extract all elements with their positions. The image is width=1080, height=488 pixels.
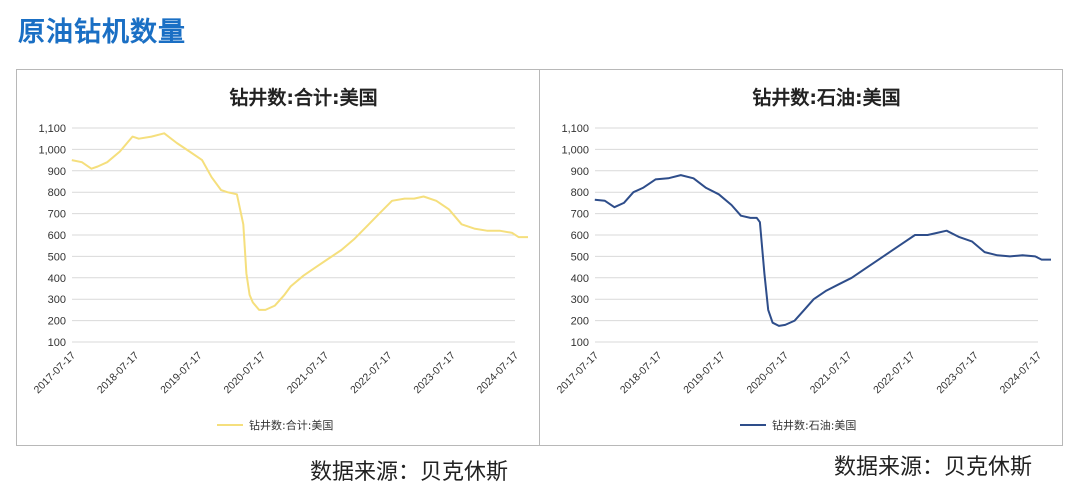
x-tick-label: 2018-07-17 — [95, 350, 142, 397]
chart-title: 钻井数:合计:美国 — [229, 86, 377, 109]
x-tick-label: 2020-07-17 — [745, 350, 792, 397]
x-tick-label: 2017-07-17 — [555, 350, 602, 397]
x-tick-label: 2021-07-17 — [808, 350, 855, 397]
x-tick-label: 2019-07-17 — [158, 350, 205, 397]
series-line — [71, 132, 528, 311]
x-tick-label: 2022-07-17 — [871, 350, 918, 397]
x-tick-label: 2018-07-17 — [618, 350, 665, 397]
y-tick-label: 900 — [48, 166, 66, 178]
x-tick-label: 2023-07-17 — [934, 350, 981, 397]
source-note-right: 数据来源：贝克休斯 — [834, 455, 1033, 480]
y-tick-label: 500 — [571, 251, 589, 263]
x-tick-label: 2023-07-17 — [411, 350, 458, 397]
x-tick-label: 2021-07-17 — [285, 350, 332, 397]
y-tick-label: 700 — [48, 209, 66, 221]
x-tick-label: 2024-07-17 — [998, 350, 1045, 397]
x-tick-label: 2020-07-17 — [222, 350, 269, 397]
legend-label: 钻井数:合计:美国 — [249, 418, 333, 432]
y-tick-label: 200 — [48, 316, 66, 328]
y-tick-label: 800 — [48, 187, 66, 199]
y-tick-label: 800 — [571, 187, 589, 199]
y-tick-label: 1,000 — [38, 144, 66, 156]
y-tick-label: 300 — [48, 294, 66, 306]
y-tick-label: 900 — [571, 166, 589, 178]
y-tick-label: 1,100 — [38, 123, 66, 135]
x-tick-label: 2017-07-17 — [32, 350, 79, 397]
y-tick-label: 600 — [571, 230, 589, 242]
chart-panel-oil: 钻井数:石油:美国 100 200 300 400 500 600 700 800 900 1,00… — [539, 69, 1063, 446]
y-tick-label: 100 — [571, 337, 589, 349]
x-tick-label: 2024-07-17 — [475, 350, 522, 397]
chart-panel-total: 钻井数:合计:美国 100 200 300 400 500 600 700 800 900 1,00… — [16, 69, 540, 446]
x-tick-label: 2019-07-17 — [681, 350, 728, 397]
page-title: 原油钻机数量 — [18, 17, 186, 48]
y-tick-label: 200 — [571, 316, 589, 328]
y-tick-label: 400 — [48, 273, 66, 285]
y-tick-label: 1,100 — [561, 123, 589, 135]
chart-oil-rigs: 钻井数:石油:美国 100 200 300 400 500 600 700 800 900 1,00… — [555, 86, 1051, 432]
x-tick-label: 2022-07-17 — [348, 350, 395, 397]
y-tick-label: 600 — [48, 230, 66, 242]
y-tick-label: 1,000 — [561, 144, 589, 156]
y-tick-label: 300 — [571, 294, 589, 306]
y-tick-label: 500 — [48, 251, 66, 263]
source-note-left: 数据来源：贝克休斯 — [310, 460, 509, 485]
y-tick-label: 100 — [48, 337, 66, 349]
chart-title: 钻井数:石油:美国 — [752, 86, 900, 109]
y-tick-label: 700 — [571, 209, 589, 221]
chart-total-rigs: 钻井数:合计:美国 100 200 300 400 500 600 700 800 900 1,00… — [32, 86, 528, 432]
y-tick-label: 400 — [571, 273, 589, 285]
series-line — [594, 174, 1051, 327]
legend-label: 钻井数:石油:美国 — [772, 418, 856, 432]
